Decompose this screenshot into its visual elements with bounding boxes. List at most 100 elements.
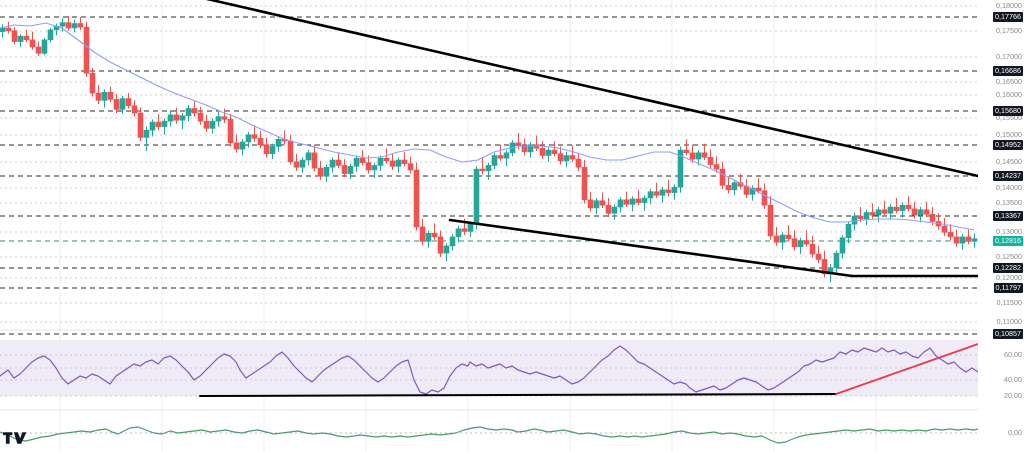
price-level-label[interactable]: 0,11797 xyxy=(993,283,1023,293)
candle-body xyxy=(713,164,720,170)
candle-body xyxy=(911,208,918,216)
candle-body xyxy=(749,187,756,195)
candle-body xyxy=(899,204,906,211)
candle-body xyxy=(929,213,936,222)
candle-body xyxy=(239,141,246,150)
price-level-label[interactable]: 0,16686 xyxy=(993,66,1023,76)
rsi-axis-tick: 40,00 xyxy=(1004,375,1022,384)
candle-body xyxy=(233,142,240,150)
candle-body xyxy=(497,155,504,159)
candle-body xyxy=(221,116,228,120)
rsi-ascending-trendline xyxy=(835,343,979,395)
candle-body xyxy=(959,236,966,244)
candle-body xyxy=(17,35,24,42)
candle-body xyxy=(671,186,678,193)
candle-body xyxy=(821,259,828,275)
candle-body xyxy=(809,243,816,255)
candle-body xyxy=(137,112,144,138)
candle-body xyxy=(455,228,462,238)
candle-body xyxy=(833,252,840,268)
price-level-label[interactable]: 0,17766 xyxy=(993,12,1023,22)
candle-body xyxy=(659,189,666,196)
candle-body xyxy=(0,27,6,32)
rsi-axis-tick: 60,00 xyxy=(1004,350,1022,359)
candle-body xyxy=(623,199,630,205)
tradingview-logo[interactable] xyxy=(3,430,29,446)
candle-body xyxy=(779,234,786,243)
rsi-support-trendline xyxy=(199,393,837,397)
candle-body xyxy=(869,212,876,216)
candle-body xyxy=(401,159,408,164)
candle-body xyxy=(323,166,330,177)
price-axis-tick: 0,17000 xyxy=(996,52,1022,61)
candle-body xyxy=(389,160,396,167)
candle-body xyxy=(557,153,564,162)
price-axis-tick: 0,16000 xyxy=(996,90,1022,99)
ma-line xyxy=(0,22,975,231)
candle-body xyxy=(953,236,960,244)
candle-body xyxy=(587,199,594,209)
candle-body xyxy=(347,166,354,174)
candle-body xyxy=(887,206,894,214)
candle-body xyxy=(683,149,690,154)
price-level-label[interactable]: 0,15680 xyxy=(993,106,1023,116)
candle-body xyxy=(209,120,216,129)
candle-body xyxy=(617,199,624,208)
candle-body xyxy=(395,159,402,167)
candle-body xyxy=(689,152,696,160)
candle-body xyxy=(329,159,336,168)
candle-body xyxy=(197,112,204,122)
candle-body xyxy=(815,253,822,260)
candle-body xyxy=(443,245,450,254)
price-level-label[interactable]: 0,14237 xyxy=(993,171,1023,181)
candle-body xyxy=(677,149,684,188)
candle-body xyxy=(803,240,810,245)
price-level-label[interactable]: 0,10857 xyxy=(993,329,1023,339)
price-axis[interactable]: 0,18000 0,17500 0,17000 0,16500 0,16000 0,155… xyxy=(978,0,1024,452)
candle-body xyxy=(377,157,384,166)
current-price-label[interactable]: 0,12816 xyxy=(993,236,1023,246)
candle-body xyxy=(365,162,372,171)
candle-body xyxy=(839,237,846,254)
price-axis-tick: 0,14000 xyxy=(996,183,1022,192)
candle-body xyxy=(707,157,714,165)
candle-body xyxy=(167,114,174,122)
candle-body xyxy=(275,138,282,147)
candle-body xyxy=(5,27,12,32)
candle-body xyxy=(71,23,78,29)
rsi-line xyxy=(0,345,979,395)
candlestick-series xyxy=(0,16,978,283)
candle-body xyxy=(695,152,702,160)
candle-body xyxy=(545,149,552,156)
candle-body xyxy=(725,185,732,191)
candle-body xyxy=(407,163,414,171)
candle-body xyxy=(353,157,360,167)
price-level-label[interactable]: 0,14952 xyxy=(993,140,1023,150)
price-axis-tick: 0,13000 xyxy=(996,227,1022,236)
candle-body xyxy=(215,116,222,122)
candle-body xyxy=(485,165,492,172)
candle-body xyxy=(143,129,150,138)
price-axis-tick: 0,12500 xyxy=(996,252,1022,261)
candle-body xyxy=(287,140,294,163)
candle-body xyxy=(191,108,198,114)
candle-body xyxy=(161,120,168,127)
candle-body xyxy=(845,223,852,239)
candle-body xyxy=(593,200,600,209)
candle-body xyxy=(173,114,180,121)
candle-body xyxy=(797,240,804,248)
candle-body xyxy=(149,121,156,131)
candle-body xyxy=(179,115,186,121)
candle-body xyxy=(641,197,648,203)
price-axis-tick: 0,15500 xyxy=(996,113,1022,122)
candle-body xyxy=(857,215,864,220)
candle-body xyxy=(473,168,480,225)
price-level-label[interactable]: 0,12282 xyxy=(993,263,1023,273)
candle-body xyxy=(521,145,528,153)
price-level-label[interactable]: 0,13367 xyxy=(993,211,1023,221)
candle-body xyxy=(701,152,708,158)
candle-body xyxy=(251,134,258,139)
candle-body xyxy=(635,198,642,203)
candle-body xyxy=(23,35,30,41)
